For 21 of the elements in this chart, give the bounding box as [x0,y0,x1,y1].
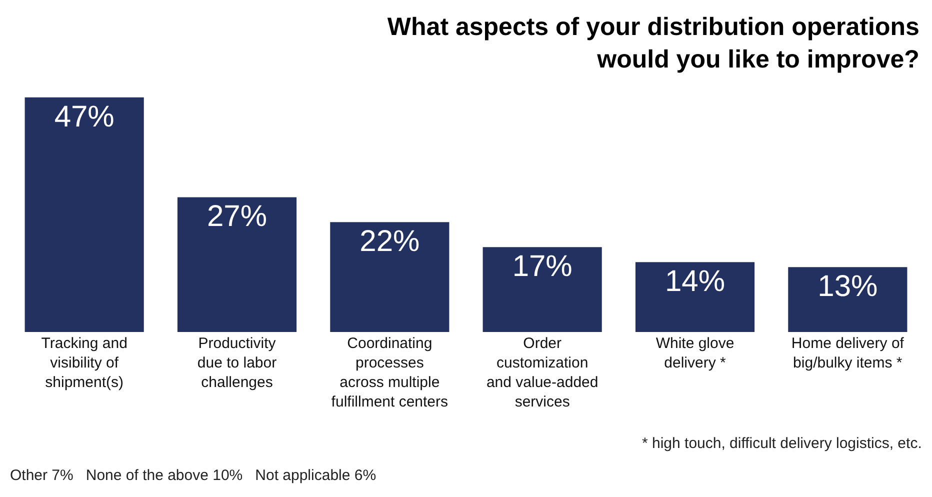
data-label: 27% [206,200,268,234]
x-tick-label: Coordinating processes across multiple fulfillment centers [331,335,448,410]
x-tick-label: White glove delivery * [656,335,734,372]
x-tick-label: Order customization and value-added services [486,335,598,410]
bar [24,97,144,332]
data-label: 17% [512,250,572,284]
x-tick-label: Home delivery of big/bulky items * [791,335,905,372]
x-tick-label: Tracking and visibility of shipment(s) [41,335,128,391]
bar [330,222,450,332]
data-label: 13% [818,270,878,304]
data-label: 14% [664,265,726,298]
x-tick-label: Productivity due to labor challenges [197,335,277,391]
text: Other 7% None of the above 10% Not applicable 6% [10,467,376,484]
bar [788,267,908,332]
text: * high touch, difficult delivery logistics, etc. [642,435,922,452]
bar [177,197,297,332]
chart-title: What aspects of your distribution operations would you like to improve? [387,12,920,74]
data-label: 22% [360,225,420,258]
data-label: 47% [54,100,114,134]
bar [635,262,755,332]
bar [482,247,602,332]
